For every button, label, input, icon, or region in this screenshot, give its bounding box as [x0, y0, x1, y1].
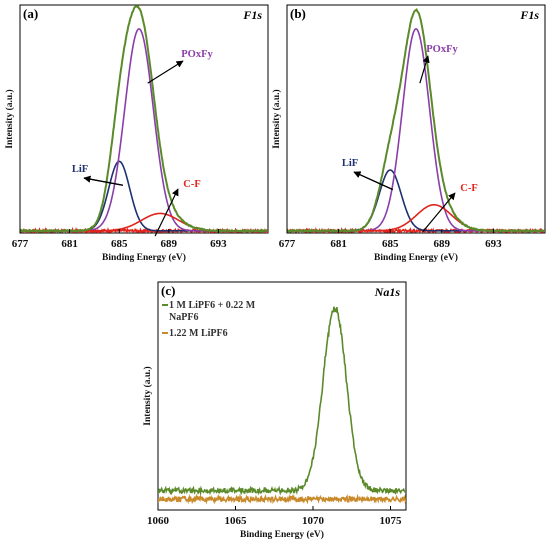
series-line-lipf6-napf6: [158, 306, 406, 496]
x-tick-label: 1065: [225, 515, 248, 527]
annotation-label: C-F: [460, 183, 478, 194]
annotation-label: LiF: [342, 158, 358, 169]
plot-area: [20, 5, 268, 233]
x-tick-label: 1075: [380, 515, 403, 527]
annotation-arrow: [422, 192, 456, 233]
x-tick-label: 693: [210, 238, 227, 250]
x-tick-label: 1060: [147, 515, 170, 527]
series-line-lipf6: [158, 493, 406, 505]
y-axis-label: Intensity (a.u.): [142, 366, 153, 425]
y-axis-label: Intensity (a.u.): [4, 89, 15, 148]
x-tick-label: 677: [279, 238, 296, 250]
annotation-arrow: [353, 171, 394, 191]
plot-frame: [157, 281, 407, 511]
annotation-label: POxFy: [426, 44, 458, 55]
legend-label: 1 M LiPF6 + 0.22 M NaPF6: [169, 300, 256, 323]
panel-label: (c): [161, 283, 175, 298]
x-tick-label: 681: [61, 238, 78, 250]
x-tick-label: 685: [111, 238, 128, 250]
x-tick-label: 685: [382, 238, 399, 250]
x-tick-label: 689: [434, 238, 451, 250]
legend: 1 M LiPF6 + 0.22 M NaPF6 1.22 M LiPF6: [162, 300, 256, 339]
chart-panel-b: LiF POxFy C-F 677 681 685 689 693 Binding Energy…: [271, 4, 546, 263]
annotation-arrow: [147, 60, 184, 84]
envelope-line: [287, 8, 545, 233]
x-tick-label: 677: [12, 238, 29, 250]
panel-label: (b): [290, 6, 306, 21]
annotation-label: C-F: [183, 179, 201, 190]
plot-area: [158, 306, 406, 505]
x-tick-label: 681: [330, 238, 347, 250]
annotation-arrow: [419, 55, 430, 84]
envelope-line: [20, 5, 268, 233]
corner-label: F1s: [242, 8, 262, 22]
corner-label: Na1s: [374, 285, 401, 299]
annotation-label: POxFy: [181, 49, 213, 60]
plot-frame: [286, 4, 546, 234]
x-tick-label: 1070: [302, 515, 325, 527]
annotation-label: LiF: [72, 164, 88, 175]
x-axis-label: Binding Energy (eV): [102, 252, 186, 263]
chart-panel-c: 1 M LiPF6 + 0.22 M NaPF6 1.22 M LiPF6 1060 1…: [142, 281, 407, 540]
x-axis-label: Binding Energy (eV): [374, 252, 458, 263]
annotation-arrow: [83, 175, 124, 186]
annotation-arrow: [154, 188, 179, 237]
x-tick-label: 689: [161, 238, 178, 250]
x-axis-label: Binding Energy (eV): [240, 529, 324, 540]
legend-label: 1.22 M LiPF6: [169, 328, 228, 339]
y-axis-label: Intensity (a.u.): [271, 89, 282, 148]
panel-label: (a): [23, 6, 38, 21]
chart-panel-a: LiF POxFy C-F 677 681 685 689 693 Binding Energy…: [4, 4, 269, 263]
corner-label: F1s: [519, 8, 539, 22]
x-tick-label: 693: [485, 238, 502, 250]
plot-area: [287, 8, 545, 233]
